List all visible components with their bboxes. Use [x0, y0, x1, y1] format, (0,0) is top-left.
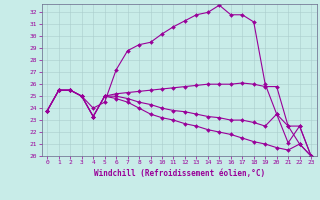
X-axis label: Windchill (Refroidissement éolien,°C): Windchill (Refroidissement éolien,°C): [94, 169, 265, 178]
